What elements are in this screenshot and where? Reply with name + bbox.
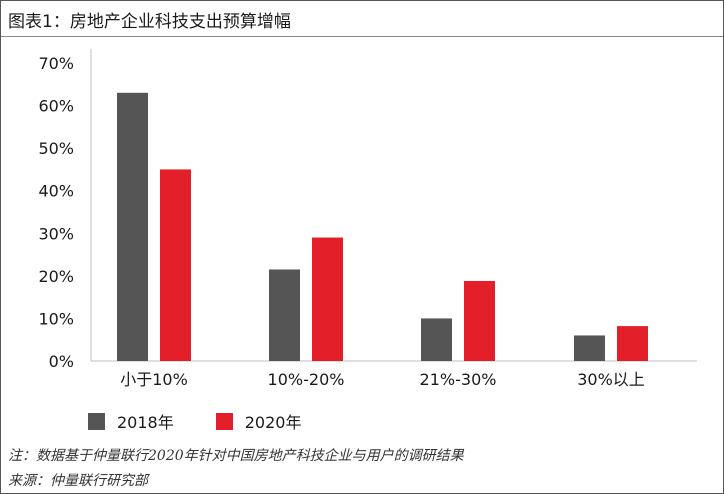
bar-2018 (269, 269, 300, 361)
legend-item-2018: 2018年 (88, 409, 174, 433)
y-tick-label: 30% (38, 224, 74, 243)
chart-title: 图表1：房地产企业科技支出预算增幅 (8, 12, 291, 32)
bar-2020 (464, 280, 495, 361)
footnote-note: 注：数据基于仲量联行2020年针对中国房地产科技企业与用户的调研结果 (8, 448, 464, 464)
legend-label-2020: 2020年 (244, 413, 302, 432)
bar-2018 (117, 92, 148, 362)
y-tick-label: 0% (49, 352, 74, 371)
bar-2020 (160, 169, 191, 361)
bar-2018 (574, 335, 605, 361)
y-tick-label: 50% (38, 139, 74, 158)
title-divider (1, 36, 723, 37)
legend-item-2020: 2020年 (215, 409, 302, 433)
y-tick-label: 20% (38, 267, 74, 286)
bar-2018 (421, 318, 452, 361)
legend-swatch-2018 (88, 412, 105, 430)
footnote-source: 来源：仲量联行研究部 (8, 473, 148, 489)
legend-swatch-2020 (215, 412, 233, 430)
legend: 2018年 2020年 (88, 409, 343, 433)
bar-2020 (312, 237, 343, 361)
bar-2020 (617, 326, 648, 361)
x-category-label: 10%-20% (268, 370, 345, 389)
x-category-label: 30%以上 (577, 370, 645, 389)
y-tick-label: 60% (38, 97, 74, 116)
y-tick-label: 70% (38, 54, 74, 73)
y-tick-label: 40% (38, 182, 74, 201)
y-tick-label: 10% (38, 309, 74, 328)
legend-label-2018: 2018年 (117, 413, 174, 432)
x-category-label: 21%-30% (420, 370, 497, 389)
x-category-label: 小于10% (120, 370, 188, 389)
